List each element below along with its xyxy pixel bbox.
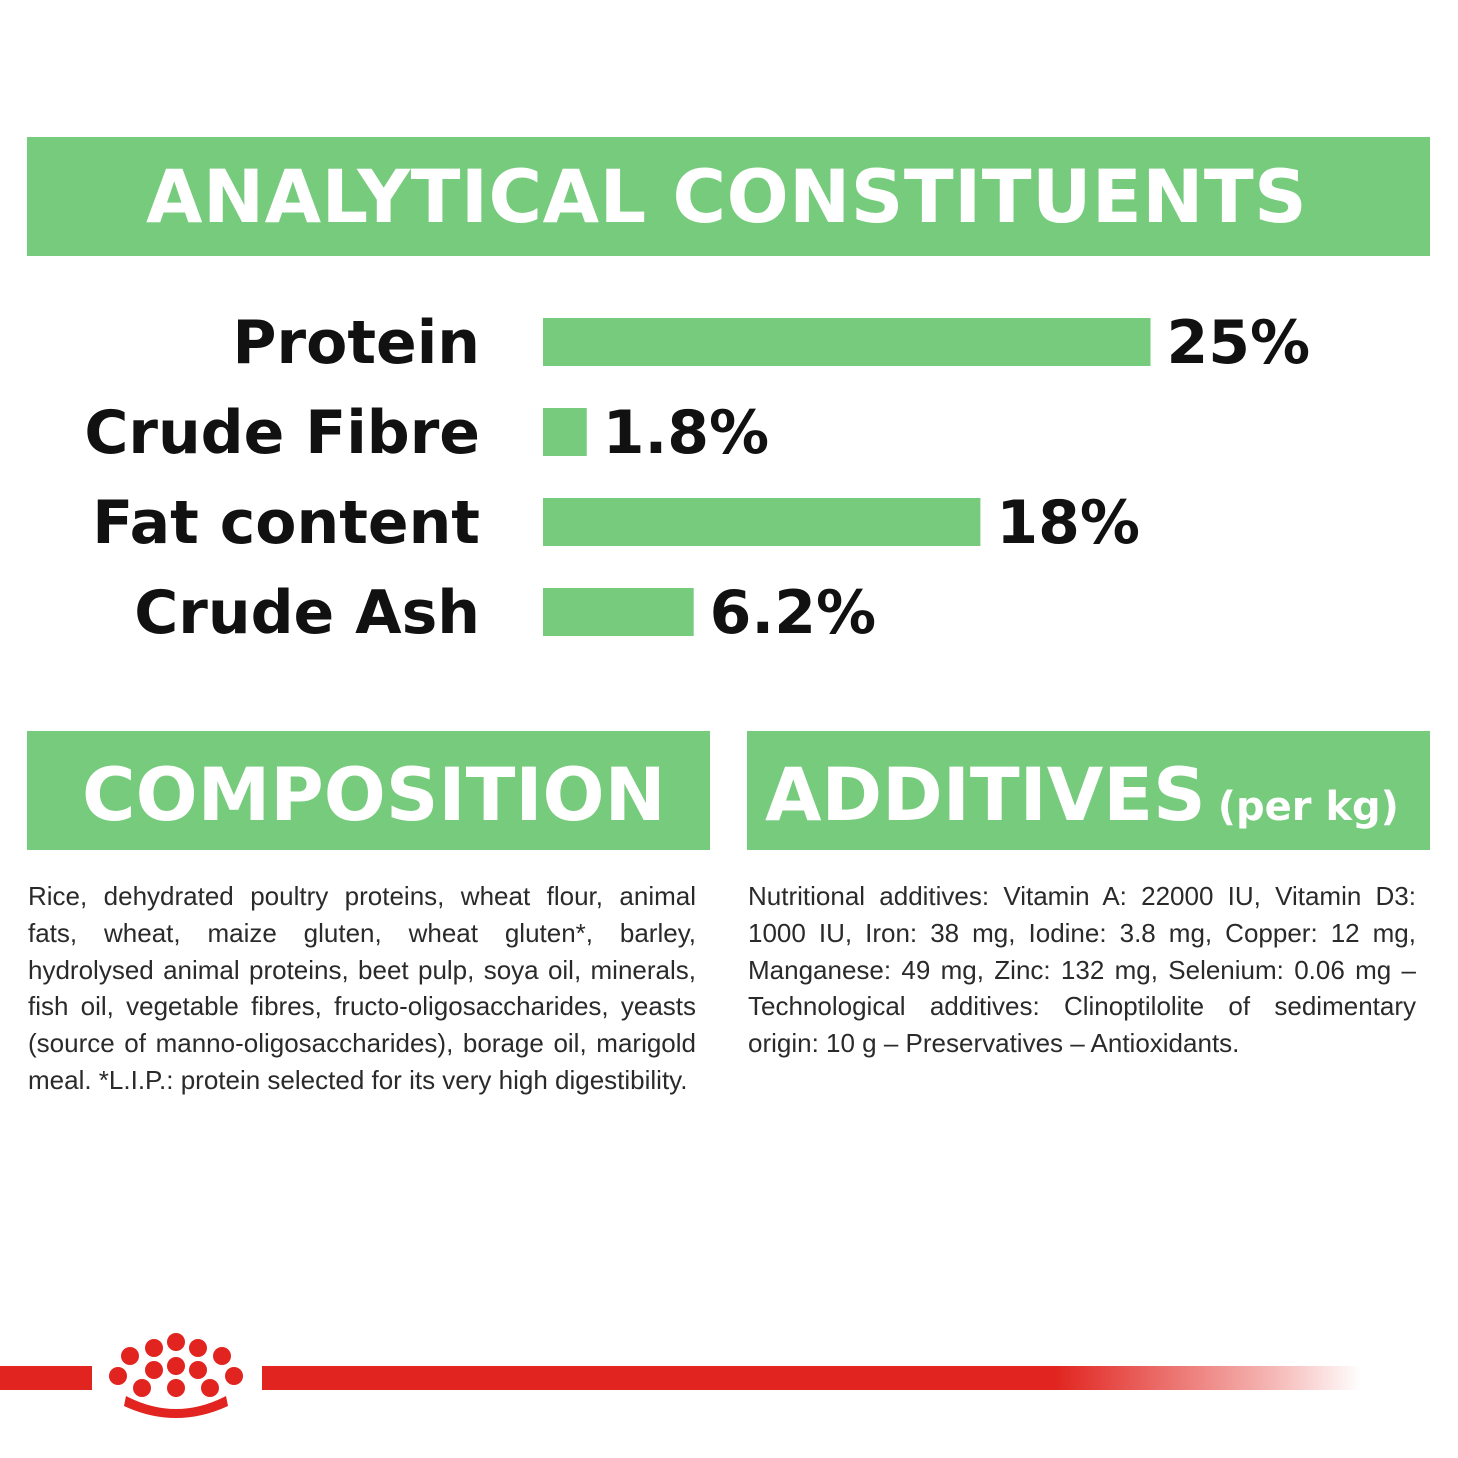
composition-text: Rice, dehydrated poultry proteins, wheat… [28, 881, 696, 1095]
bar [543, 498, 981, 546]
bar-label: Protein [233, 308, 480, 378]
analytical-constituents-chart: Protein 25% Crude Fibre 1.8% Fat content 18% C… [84, 308, 1311, 648]
additives-title: ADDITIVES [765, 753, 1206, 838]
bar-label: Fat content [92, 488, 480, 558]
bar [543, 408, 587, 456]
brand-rule-left [0, 1366, 92, 1390]
analytical-constituents-title: ANALYTICAL CONSTITUENTS [146, 155, 1308, 240]
bar-value-label: 25% [1167, 308, 1311, 378]
crown-logo [109, 1333, 243, 1418]
additives-text: Nutritional additives: Vitamin A: 22000 … [748, 881, 1416, 1059]
composition-title: COMPOSITION [82, 753, 666, 838]
bar-label: Crude Fibre [84, 398, 480, 468]
additives-subtitle: (per kg) [1217, 784, 1399, 830]
bar-value-label: 1.8% [603, 398, 769, 468]
bar-value-label: 6.2% [710, 578, 876, 648]
analytical-constituents-banner: ANALYTICAL CONSTITUENTS [27, 137, 1430, 256]
bar [543, 588, 694, 636]
brand-rule-right [262, 1366, 1362, 1390]
bar-label: Crude Ash [134, 578, 480, 648]
bar [543, 318, 1151, 366]
additives-banner: ADDITIVES (per kg) [747, 731, 1430, 850]
bar-value-label: 18% [996, 488, 1140, 558]
additives-title-wrap: ADDITIVES (per kg) [765, 757, 1399, 846]
composition-banner: COMPOSITION [27, 731, 710, 850]
